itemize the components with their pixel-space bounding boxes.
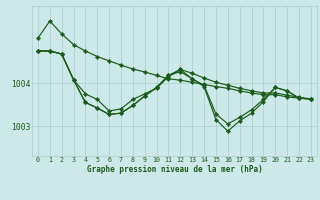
- X-axis label: Graphe pression niveau de la mer (hPa): Graphe pression niveau de la mer (hPa): [86, 165, 262, 174]
